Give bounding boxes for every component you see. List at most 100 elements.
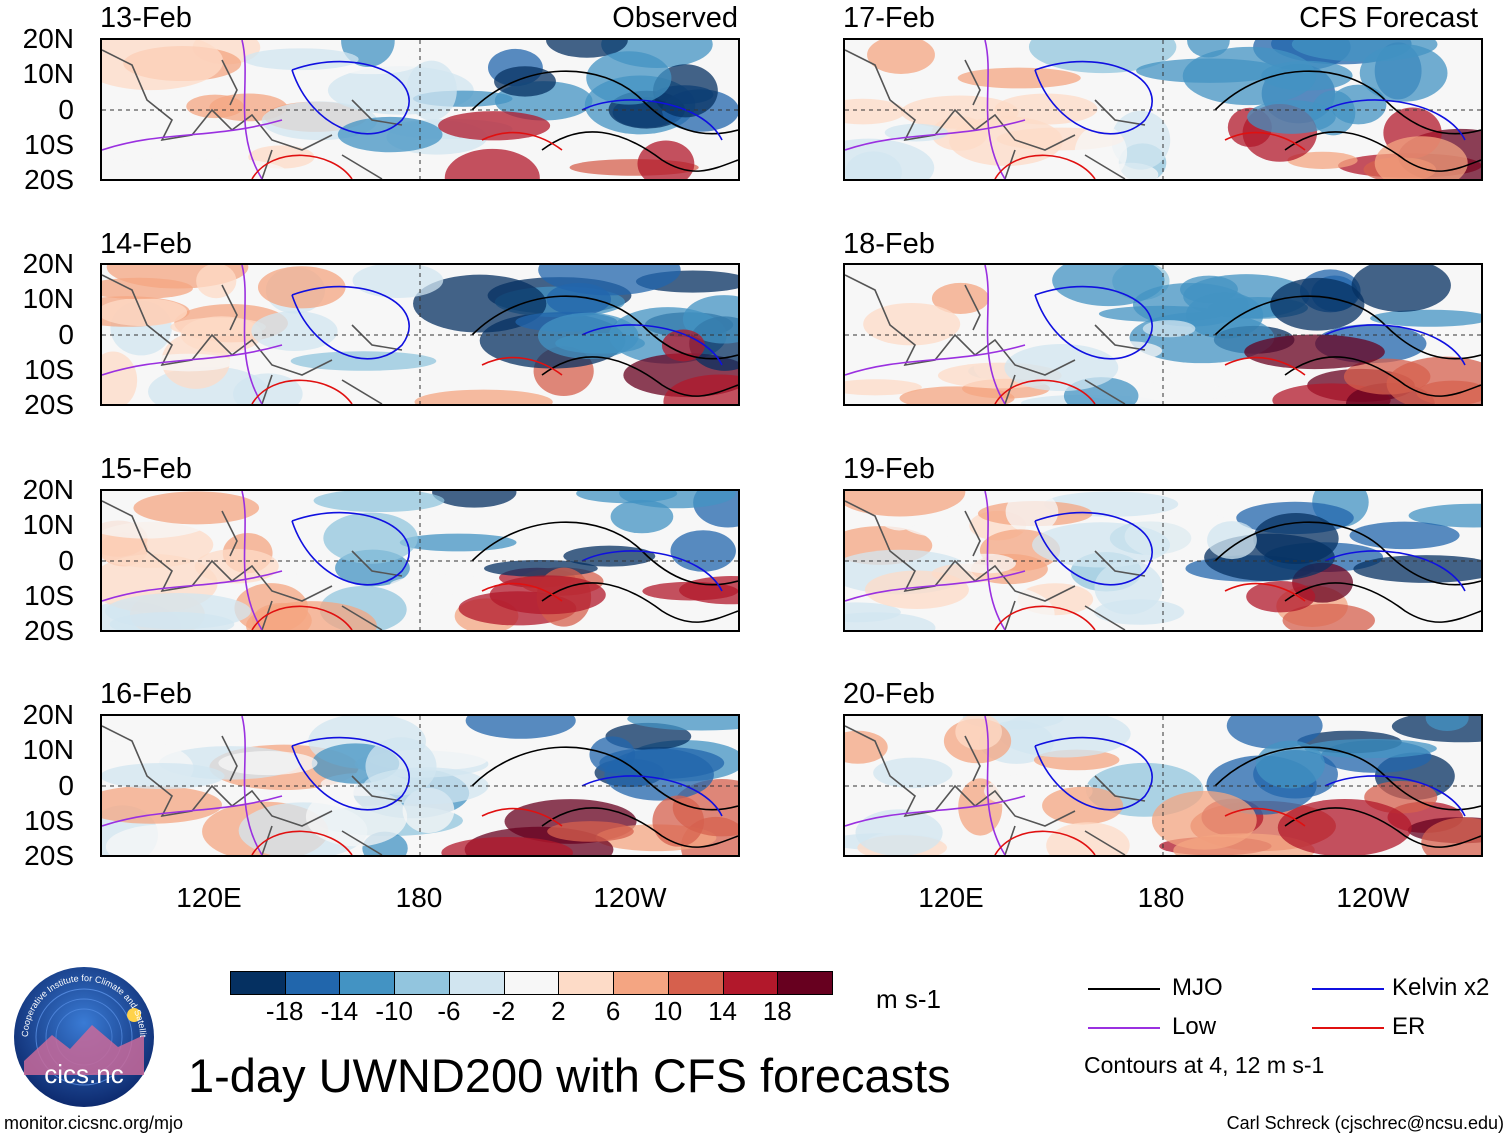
map-panel-15feb: [100, 489, 740, 632]
anomaly-blob: [652, 795, 705, 847]
colorbar-swatch: [503, 971, 560, 995]
contour-line: [1324, 99, 1466, 141]
contour-line: [1324, 775, 1466, 817]
contour-line: [845, 570, 1026, 602]
lat-label: 0: [58, 319, 74, 350]
anomaly-blob: [337, 116, 443, 153]
contour-line: [471, 295, 738, 360]
colorbar-tick-label: -18: [265, 996, 304, 1026]
colorbar-tick-label: 14: [708, 996, 737, 1026]
contour-line: [1224, 131, 1306, 151]
contour-line: [984, 265, 1006, 404]
colorbar-swatch: [448, 971, 505, 995]
anomaly-blob: [1330, 84, 1387, 125]
contour-line: [241, 40, 263, 179]
colorbar-tick-label: 10: [653, 996, 683, 1026]
contour-line: [984, 40, 1006, 179]
forecast-label: CFS Forecast: [1299, 2, 1478, 34]
anomaly-blob: [884, 123, 949, 142]
anomaly-blob: [444, 148, 540, 179]
map-panel-16feb: [100, 714, 740, 857]
anomaly-blob: [1304, 738, 1437, 759]
figure-title: 1-day UWND200 with CFS forecasts: [188, 1049, 951, 1102]
anomaly-blob: [1270, 277, 1365, 331]
colorbar: [230, 971, 833, 995]
anomaly-blob: [1246, 580, 1316, 613]
panel-date-3: 15-Feb: [100, 453, 192, 485]
anomaly-blob: [845, 151, 902, 179]
lat-label: 20N: [22, 699, 74, 730]
panel-date-8: 20-Feb: [843, 678, 935, 710]
contour-line: [994, 154, 1096, 179]
lat-label: 10S: [24, 354, 74, 385]
lat-label: 20S: [24, 840, 74, 871]
contour-line: [541, 582, 738, 623]
anomaly-blob: [414, 389, 553, 404]
anomaly-blob: [1353, 555, 1481, 583]
colorbar-tick-label: -14: [320, 996, 359, 1026]
contour-line: [1034, 511, 1153, 586]
contour-line: [1214, 521, 1481, 586]
anomaly-blob: [323, 512, 418, 564]
anomaly-blob: [1042, 786, 1124, 825]
lat-label: 10N: [22, 509, 74, 540]
contour-line: [1214, 746, 1481, 811]
legend-label-mjo: MJO: [1172, 974, 1223, 1001]
anomaly-blob: [670, 530, 736, 572]
wind-anomaly-map: [102, 265, 738, 404]
contour-line: [1214, 70, 1481, 135]
lat-label: 10S: [24, 580, 74, 611]
map-panel-18feb: [843, 263, 1483, 406]
wind-anomaly-map: [845, 40, 1481, 179]
panel-date-5: 17-Feb: [843, 2, 935, 34]
anomaly-blob: [845, 602, 901, 623]
contour-line: [291, 736, 410, 811]
anomaly-blob: [390, 574, 495, 595]
anomaly-blob: [1247, 100, 1336, 134]
contour-line: [1284, 131, 1481, 172]
anomaly-blob: [489, 575, 606, 615]
anomaly-blob: [441, 836, 573, 855]
contour-line: [1034, 285, 1153, 360]
contour-line: [845, 344, 1026, 376]
contour-line: [481, 807, 563, 827]
anomaly-blob: [1094, 560, 1163, 615]
contour-line: [102, 570, 283, 602]
observed-label: Observed: [612, 2, 738, 34]
wind-anomaly-map: [845, 265, 1481, 404]
map-panel-17feb: [843, 38, 1483, 181]
anomaly-blob: [406, 60, 457, 121]
anomaly-blob: [1187, 40, 1230, 58]
anomaly-blob: [546, 40, 628, 58]
anomaly-blob: [863, 302, 961, 346]
wind-anomaly-map: [102, 40, 738, 179]
contour-line: [1214, 295, 1481, 360]
anomaly-blob: [1282, 603, 1375, 630]
anomaly-blob: [661, 329, 705, 362]
contour-line: [291, 511, 410, 586]
anomaly-blob: [290, 351, 437, 371]
anomaly-blob: [867, 40, 935, 74]
anomaly-blob: [1074, 125, 1128, 179]
anomaly-blob: [1416, 380, 1481, 404]
anomaly-blob: [589, 736, 636, 773]
legend-line-kelvin: [1312, 988, 1384, 990]
contour-line: [845, 119, 1026, 151]
anomaly-blob: [313, 491, 445, 513]
wind-anomaly-map: [845, 491, 1481, 630]
lat-label: 10S: [24, 129, 74, 160]
map-panel-13feb: [100, 38, 740, 181]
contour-line: [1284, 807, 1481, 848]
anomaly-blob: [494, 66, 556, 97]
contour-line: [984, 491, 1006, 630]
wind-anomaly-map: [102, 716, 738, 855]
lon-label: 120E: [176, 882, 242, 913]
anomaly-blob: [1031, 522, 1171, 568]
anomaly-blob: [682, 295, 738, 344]
coastline: [102, 500, 403, 630]
lat-label: 10N: [22, 58, 74, 89]
colorbar-swatch: [394, 971, 450, 995]
anomaly-blob: [627, 716, 738, 731]
anomaly-blob: [243, 48, 359, 71]
anomaly-blob: [102, 107, 200, 161]
